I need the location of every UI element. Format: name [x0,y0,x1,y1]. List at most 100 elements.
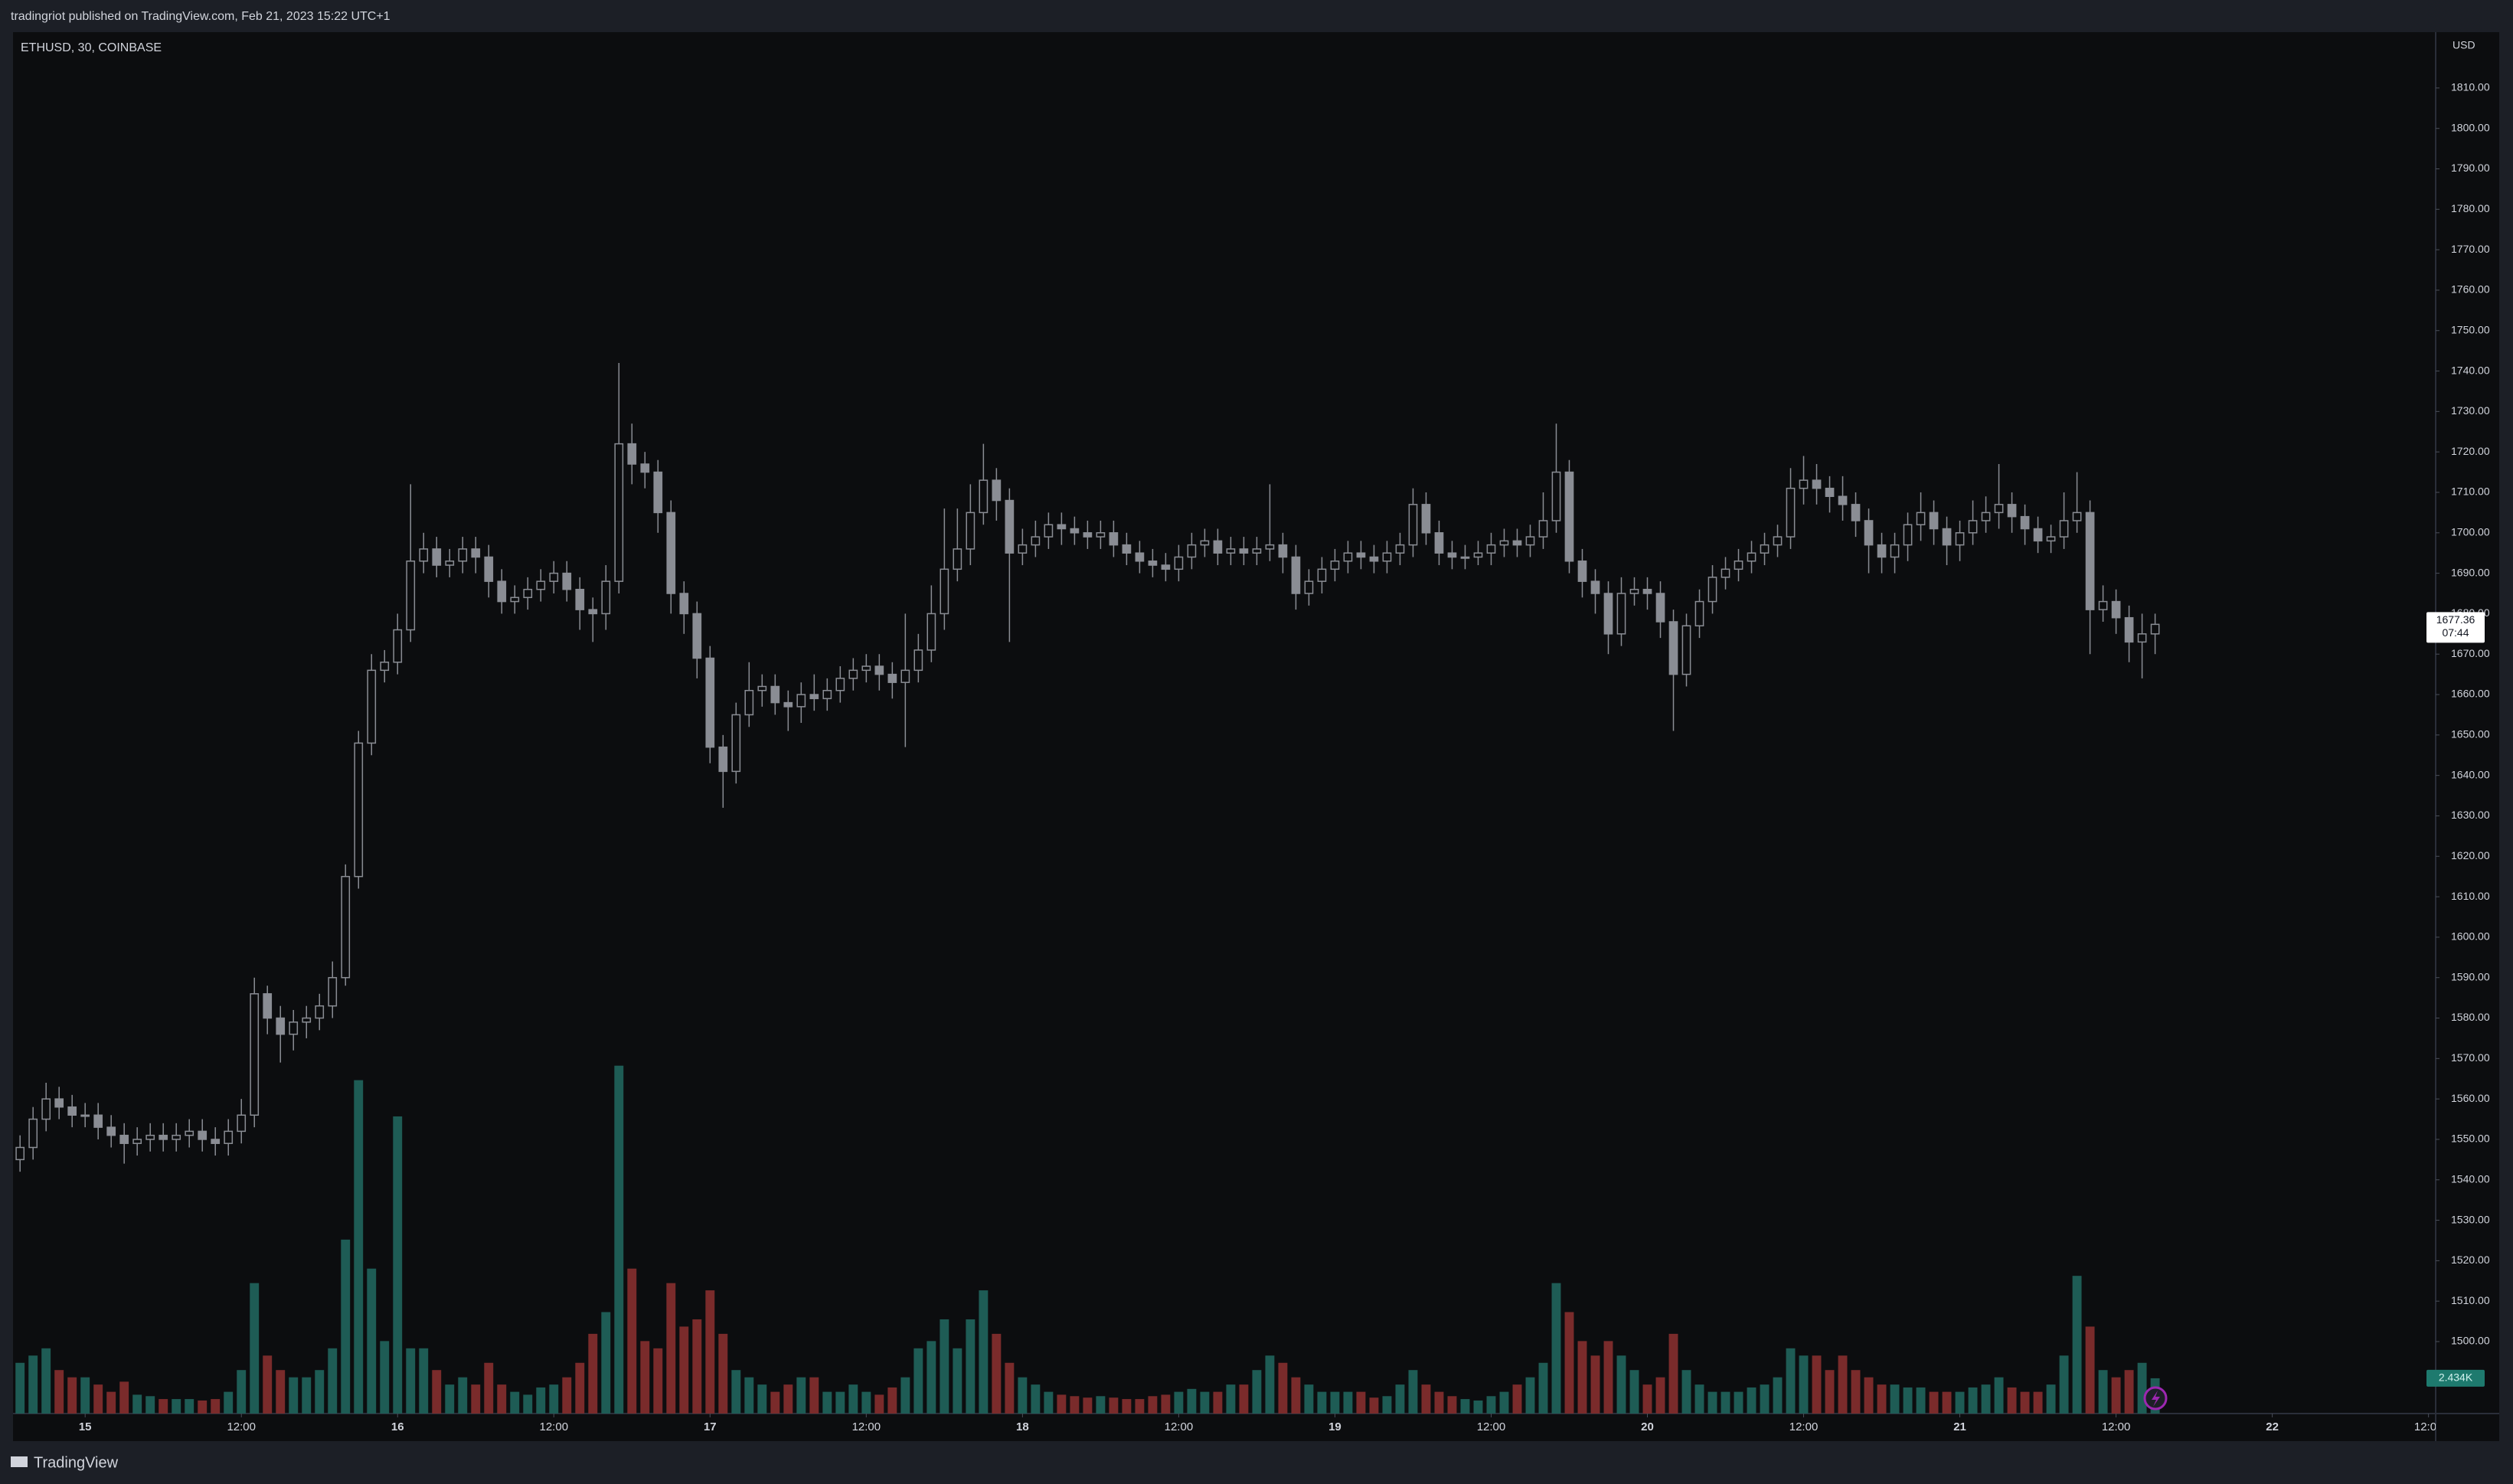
y-tick-label: 1580.00 [2451,1011,2490,1023]
candle-body [1356,552,1366,558]
volume-bar [145,1396,155,1414]
volume-bar [1760,1384,1770,1414]
candle-body [1773,536,1783,546]
candle-body [1317,568,1327,582]
volume-bar [1994,1377,2004,1414]
candle-body [1239,548,1249,554]
volume-bar [887,1387,897,1414]
volume-bar [341,1239,351,1414]
candle-body [1916,512,1926,525]
candle-body [718,746,728,773]
volume-bar [1382,1396,1392,1414]
volume-bar [1174,1391,1184,1414]
candle-body [80,1114,90,1117]
candle-body [432,548,442,566]
volume-bar [770,1391,780,1414]
volume-bar [1369,1397,1379,1414]
volume-bar [2098,1370,2108,1414]
volume-bar [562,1377,572,1414]
volume-bar [1135,1399,1145,1414]
y-tick-label: 1670.00 [2451,647,2490,659]
candle-body [393,629,403,663]
logo-mark [11,1456,28,1467]
candle-body [315,1005,325,1019]
candle-body [1499,540,1509,546]
candle-body [484,556,494,582]
volume-bar [1356,1391,1366,1414]
candle-body [2033,528,2043,542]
volume-bar [848,1384,858,1414]
candle-body [1057,524,1067,530]
candle-body [1005,499,1015,554]
price-unit: USD [2453,39,2475,51]
candle-body [1812,479,1822,489]
x-tick-label: 12:00 [1789,1420,1819,1433]
candle-body [953,548,962,570]
candle-body [380,662,390,672]
y-tick-label: 1630.00 [2451,809,2490,821]
volume-bar [263,1355,273,1414]
candle-body [172,1134,181,1140]
symbol-title: ETHUSD, 30, COINBASE [21,41,162,54]
volume-bar [1773,1377,1783,1414]
y-tick-label: 1720.00 [2451,445,2490,457]
volume-bar [1929,1391,1939,1414]
volume-bar [744,1377,754,1414]
candle-body [354,742,364,878]
volume-bar [2137,1362,2147,1414]
volume-bar [1838,1355,1848,1414]
header: tradingriot published on TradingView.com… [11,10,391,23]
volume-bar [289,1377,299,1414]
candle-body [1681,625,1691,675]
candle-body [1890,544,1900,558]
candle-body [1278,544,1288,558]
volume-bar [1499,1391,1509,1414]
volume-bar [861,1391,871,1414]
volume-bar [1812,1355,1822,1414]
volume-bar [1955,1391,1965,1414]
candle-body [666,512,676,594]
volume-bar [640,1341,650,1414]
candle-body [575,588,585,610]
candle-body [2124,616,2134,643]
volume-bar [1734,1391,1743,1414]
candle-body [106,1126,116,1136]
volume-bar [132,1394,142,1414]
candle-body [1330,561,1340,570]
volume-bar [1590,1355,1600,1414]
candle-body [132,1139,142,1144]
candle-body [549,572,559,582]
candle-body [1629,588,1639,594]
volume-bar [1864,1377,1874,1414]
candle-body [341,875,351,979]
y-tick-label: 1560.00 [2451,1092,2490,1104]
volume-bar [1239,1384,1249,1414]
candle-body [2072,512,2082,521]
volume-bar [67,1377,77,1414]
volume-bar [809,1377,819,1414]
candle-body [510,597,520,603]
volume-bar [497,1384,507,1414]
volume-bar [1291,1377,1301,1414]
candle-body [1395,544,1405,554]
candle-body [158,1134,168,1140]
volume-bar [93,1384,103,1414]
y-tick-label: 1530.00 [2451,1213,2490,1225]
candle-body [276,1017,286,1035]
candle-body [1655,593,1665,623]
y-tick-label: 1570.00 [2451,1051,2490,1064]
volume-bar [198,1400,208,1414]
volume-bar [1083,1397,1093,1414]
candle-body [536,580,546,590]
volume-bar [666,1283,676,1414]
volume-bar [1005,1362,1015,1414]
y-tick-label: 1750.00 [2451,323,2490,335]
candle-body [1603,593,1613,635]
x-tick-label: 12:00 [2414,1420,2443,1433]
volume-bar [679,1326,689,1414]
volume-bar [2033,1391,2043,1414]
candle-body [93,1114,103,1128]
volume-bar [588,1333,598,1414]
candle-body [1265,544,1275,550]
